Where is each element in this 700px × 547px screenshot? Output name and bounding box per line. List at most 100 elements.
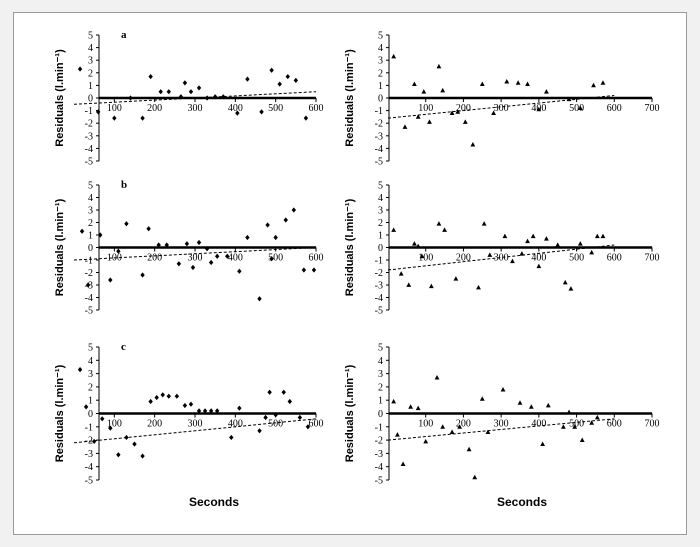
data-point [500, 386, 506, 392]
data-point [100, 416, 105, 422]
data-point [453, 276, 459, 281]
x-tick-label: 300 [188, 419, 203, 430]
data-point [589, 249, 595, 255]
trend-line [73, 247, 317, 261]
y-tick-label: 1 [88, 231, 93, 242]
data-point [259, 109, 264, 115]
y-tick-label: 4 [378, 193, 383, 204]
data-point [245, 234, 250, 241]
data-point [164, 242, 169, 248]
x-tick-label: 700 [645, 253, 660, 264]
data-point [204, 95, 210, 101]
data-point [267, 389, 272, 395]
y-tick-label: 2 [378, 68, 383, 79]
data-point [536, 263, 542, 269]
x-tick-label: 600 [607, 253, 622, 264]
data-point [297, 414, 303, 421]
y-axis-label: Residuals (l.min⁻¹) [54, 364, 66, 462]
data-point [391, 398, 397, 404]
data-point [600, 233, 606, 239]
x-tick-label: 200 [147, 253, 162, 264]
data-point [568, 286, 574, 291]
data-point [391, 53, 397, 59]
data-point [600, 80, 606, 85]
data-point [214, 253, 220, 259]
y-tick-label: 3 [88, 206, 93, 217]
y-tick-label: 4 [88, 193, 93, 204]
data-point [449, 110, 455, 116]
data-point [528, 404, 534, 409]
data-point [285, 73, 290, 80]
data-point [530, 233, 536, 239]
data-point [77, 66, 83, 72]
y-tick-label: -2 [85, 119, 93, 130]
y-tick-label: -1 [85, 106, 93, 117]
data-point [412, 81, 417, 87]
y-tick-label: 5 [378, 181, 383, 192]
data-point [579, 437, 585, 442]
x-tick-label: 400 [228, 419, 243, 430]
data-point [562, 279, 568, 285]
y-tick-label: 1 [88, 81, 93, 92]
data-point [545, 402, 551, 408]
data-point [140, 453, 145, 459]
x-tick-label: 100 [418, 103, 433, 114]
trend-line [73, 418, 317, 444]
data-point [408, 404, 414, 409]
x-tick-label: 700 [645, 103, 660, 114]
y-tick-label: 0 [378, 94, 383, 105]
y-tick-label: -2 [375, 268, 383, 279]
y-tick-label: 1 [378, 396, 383, 407]
data-point [108, 277, 113, 283]
x-tick-label: 200 [456, 419, 471, 430]
x-tick-label: 200 [456, 253, 471, 264]
y-tick-label: 4 [88, 43, 93, 54]
data-point [257, 428, 262, 434]
y-tick-label: -1 [375, 256, 383, 267]
figure-frame: 5 4 3 2 1 0 -1 -2 -3 -4 -5 100 200 300 400 500 600 a Resid… [13, 12, 687, 535]
data-point [466, 446, 472, 452]
data-point [202, 408, 208, 414]
data-point [479, 81, 485, 87]
data-point [235, 110, 240, 116]
data-point [476, 284, 481, 290]
y-tick-label: -1 [85, 422, 93, 433]
data-point [184, 241, 190, 247]
data-point [146, 226, 151, 232]
residual-plot-3: 543210-1-2-3-4-5100200300400500600bResid… [54, 179, 324, 317]
trend-line [387, 244, 615, 271]
data-point [577, 241, 583, 246]
x-axis-label-right: Seconds [497, 495, 547, 509]
y-tick-label: 2 [378, 382, 383, 393]
data-point [154, 394, 159, 401]
data-point [281, 389, 286, 395]
y-tick-label: 2 [88, 68, 93, 79]
data-point [440, 87, 446, 93]
y-tick-label: 0 [88, 409, 93, 420]
residual-plot-5: 5 4 3 2 1 0 -1 -2 -3 -4 -5 100 200 300 400 500 600 c Resid… [54, 341, 324, 487]
y-tick-label: 5 [378, 343, 383, 354]
y-tick-label: -5 [375, 306, 383, 317]
data-point [434, 374, 440, 380]
y-tick-label: -2 [375, 119, 383, 130]
data-point [204, 246, 210, 252]
y-tick-label: 1 [378, 231, 383, 242]
data-point [395, 432, 400, 437]
data-point [273, 412, 278, 418]
x-tick-label: 400 [228, 253, 243, 264]
data-point [415, 405, 421, 411]
data-point [148, 73, 153, 80]
data-point [140, 115, 145, 121]
data-point [502, 233, 508, 239]
y-tick-label: 0 [88, 243, 93, 254]
panel-letter: a [121, 29, 127, 41]
y-tick-label: 0 [378, 243, 383, 254]
residual-plot-6: 5 4 3 2 1 0 -1 -2 -3 -4 -5 100 200 300 400 500 600 700 Res… [344, 343, 660, 487]
y-tick-label: -5 [375, 157, 383, 168]
y-tick-label: 3 [378, 56, 383, 67]
data-point [287, 398, 292, 405]
data-point [305, 424, 311, 430]
data-point [449, 429, 455, 435]
y-tick-label: -4 [85, 462, 93, 473]
